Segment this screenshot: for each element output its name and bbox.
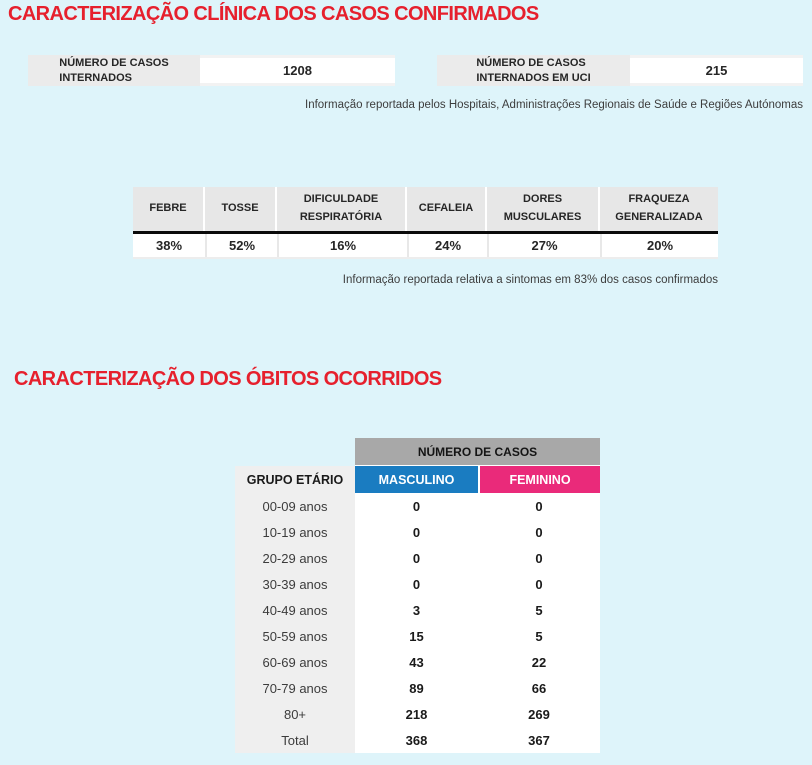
symptom-header-cefaleia: CEFALEIA — [407, 187, 485, 231]
deaths-section-title: CARACTERIZAÇÃO DOS ÓBITOS OCORRIDOS — [14, 368, 442, 390]
male-count-cell: 43 — [355, 649, 478, 675]
table-row: 30-39 anos 0 0 — [235, 571, 600, 597]
table-row: 80+ 218 269 — [235, 701, 600, 727]
male-count-cell: 89 — [355, 675, 478, 701]
female-count-cell: 269 — [478, 701, 600, 727]
age-group-cell: 30-39 anos — [235, 571, 355, 597]
male-count-cell: 218 — [355, 701, 478, 727]
symptom-header-febre: FEBRE — [133, 187, 203, 231]
age-group-cell: 70-79 anos — [235, 675, 355, 701]
age-group-cell: 20-29 anos — [235, 545, 355, 571]
female-column-header: FEMININO — [478, 466, 600, 493]
symptom-value-dificuldade: 16% — [277, 234, 407, 257]
table-row: 00-09 anos 0 0 — [235, 493, 600, 519]
deaths-table: NÚMERO DE CASOS GRUPO ETÁRIO MASCULINO F… — [235, 438, 600, 753]
hospitalized-stat-label: NÚMERO DE CASOS INTERNADOS — [28, 55, 200, 86]
female-count-cell: 5 — [478, 597, 600, 623]
female-count-cell: 0 — [478, 493, 600, 519]
deaths-column-header-row: GRUPO ETÁRIO MASCULINO FEMININO — [235, 466, 600, 493]
deaths-cases-header: NÚMERO DE CASOS — [355, 438, 600, 466]
hospital-source-note: Informação reportada pelos Hospitais, Ad… — [305, 99, 803, 111]
female-count-cell: 367 — [478, 727, 600, 753]
table-row: 20-29 anos 0 0 — [235, 545, 600, 571]
male-column-header: MASCULINO — [355, 466, 478, 493]
age-group-cell: 80+ — [235, 701, 355, 727]
deaths-header-spacer — [235, 438, 355, 466]
table-row: 50-59 anos 15 5 — [235, 623, 600, 649]
table-row: 70-79 anos 89 66 — [235, 675, 600, 701]
female-count-cell: 0 — [478, 545, 600, 571]
male-count-cell: 3 — [355, 597, 478, 623]
female-count-cell: 22 — [478, 649, 600, 675]
male-count-cell: 0 — [355, 519, 478, 545]
symptoms-coverage-note: Informação reportada relativa a sintomas… — [342, 274, 718, 286]
symptom-value-fraqueza: 20% — [600, 234, 718, 257]
hospitalized-stat-box: NÚMERO DE CASOS INTERNADOS 1208 — [28, 55, 395, 86]
female-count-cell: 0 — [478, 519, 600, 545]
table-row: 60-69 anos 43 22 — [235, 649, 600, 675]
age-group-cell: 40-49 anos — [235, 597, 355, 623]
symptom-header-dores: DORES MUSCULARES — [487, 187, 598, 231]
male-count-cell: 0 — [355, 493, 478, 519]
symptoms-header-row: FEBRE TOSSE DIFICULDADE RESPIRATÓRIA CEF… — [133, 187, 718, 234]
symptom-header-tosse: TOSSE — [205, 187, 275, 231]
age-group-cell: 00-09 anos — [235, 493, 355, 519]
female-count-cell: 5 — [478, 623, 600, 649]
female-count-cell: 66 — [478, 675, 600, 701]
age-group-cell: 10-19 anos — [235, 519, 355, 545]
icu-stat-value: 215 — [630, 55, 803, 86]
symptom-header-dificuldade: DIFICULDADE RESPIRATÓRIA — [277, 187, 405, 231]
symptom-value-cefaleia: 24% — [407, 234, 487, 257]
hospitalized-stat-value: 1208 — [200, 55, 395, 86]
table-row-total: Total 368 367 — [235, 727, 600, 753]
female-count-cell: 0 — [478, 571, 600, 597]
symptoms-values-row: 38% 52% 16% 24% 27% 20% — [133, 234, 718, 259]
male-count-cell: 15 — [355, 623, 478, 649]
symptom-value-dores: 27% — [487, 234, 600, 257]
clinical-section-title: CARACTERIZAÇÃO CLÍNICA DOS CASOS CONFIRM… — [8, 3, 539, 25]
age-group-header: GRUPO ETÁRIO — [235, 466, 355, 493]
symptoms-table: FEBRE TOSSE DIFICULDADE RESPIRATÓRIA CEF… — [133, 187, 718, 259]
symptom-header-fraqueza: FRAQUEZA GENERALIZADA — [600, 187, 718, 231]
male-count-cell: 0 — [355, 545, 478, 571]
table-row: 10-19 anos 0 0 — [235, 519, 600, 545]
table-row: 40-49 anos 3 5 — [235, 597, 600, 623]
age-group-cell: Total — [235, 727, 355, 753]
age-group-cell: 60-69 anos — [235, 649, 355, 675]
symptom-value-tosse: 52% — [205, 234, 277, 257]
age-group-cell: 50-59 anos — [235, 623, 355, 649]
male-count-cell: 368 — [355, 727, 478, 753]
icu-stat-label: NÚMERO DE CASOS INTERNADOS EM UCI — [437, 55, 630, 86]
deaths-cases-header-row: NÚMERO DE CASOS — [235, 438, 600, 466]
male-count-cell: 0 — [355, 571, 478, 597]
icu-stat-box: NÚMERO DE CASOS INTERNADOS EM UCI 215 — [437, 55, 803, 86]
symptom-value-febre: 38% — [133, 234, 205, 257]
